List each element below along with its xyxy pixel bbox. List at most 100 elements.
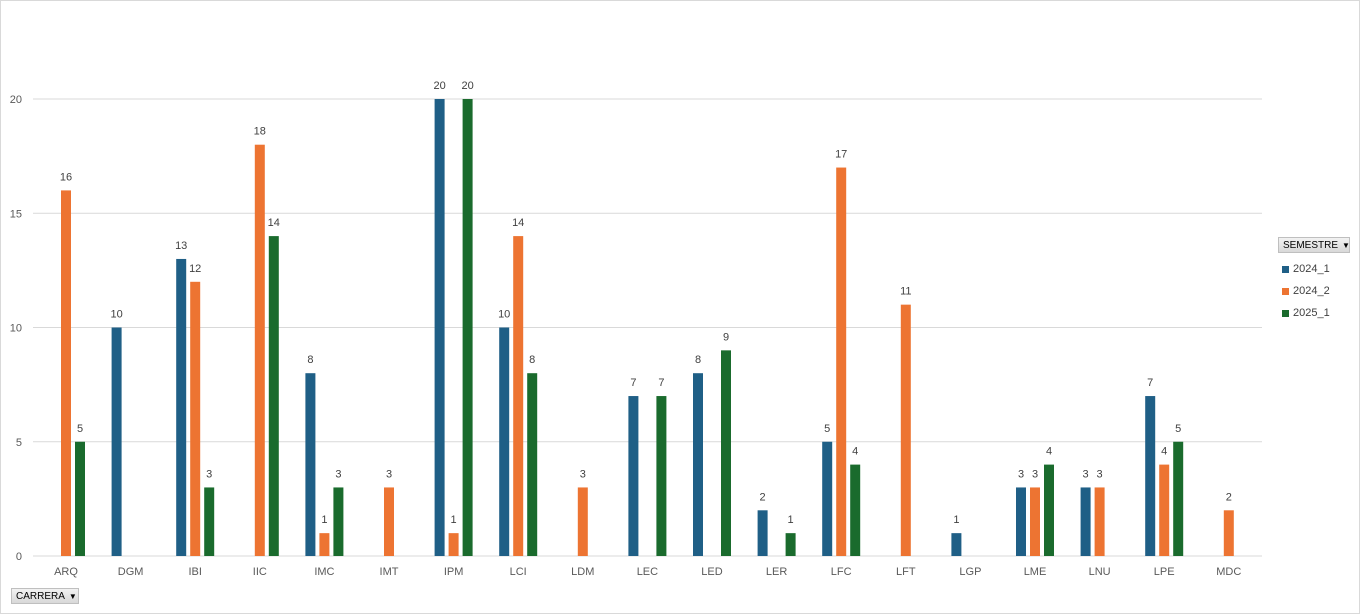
dropdown-arrow-icon: ▼: [1342, 240, 1350, 250]
bar-2025_1-LEC: [656, 396, 667, 556]
y-axis-ticks: 0 5 10 15 20: [10, 94, 22, 563]
y-tick-label: 5: [16, 437, 22, 449]
semestre-field-label: SEMESTRE: [1283, 239, 1339, 251]
x-axis-ticks: ARQ DGM IBI IIC IMC IMT IPM LCI LDM LEC LED LER LFC L…: [54, 566, 1241, 578]
bar-2025_1-IBI: [204, 487, 215, 556]
x-tick-label: IBI: [188, 566, 201, 578]
bar-2024_2-LFC: [836, 167, 847, 557]
x-tick-label: LPE: [1154, 566, 1175, 578]
data-label: 3: [1097, 468, 1103, 480]
data-label: 20: [433, 80, 445, 92]
legend-label: 2024_2: [1293, 285, 1330, 297]
bar-2024_2-IIC: [254, 144, 265, 556]
x-tick-label: IIC: [253, 566, 267, 578]
bar-2024_1-LNU: [1080, 487, 1091, 556]
data-label: 3: [1018, 468, 1024, 480]
x-tick-label: LED: [701, 566, 722, 578]
bar-2024_2-LME: [1030, 487, 1040, 556]
data-label: 8: [529, 354, 535, 366]
data-label: 4: [1161, 446, 1167, 458]
data-label: 7: [658, 377, 664, 389]
data-label: 1: [788, 514, 794, 526]
legend-item: 2024_1: [1282, 258, 1330, 280]
y-tick-label: 10: [10, 323, 22, 335]
x-tick-label: LGP: [959, 566, 981, 578]
bar-2024_2-ARQ: [61, 190, 71, 556]
y-tick-label: 0: [16, 551, 22, 563]
x-tick-label: LCI: [510, 566, 527, 578]
bar-2025_1-IIC: [268, 236, 279, 556]
data-label: 4: [852, 446, 858, 458]
data-label: 3: [580, 468, 586, 480]
bar-2025_1-LCI: [527, 373, 538, 556]
bar-2025_1-LFC: [850, 464, 861, 556]
x-tick-label: LEC: [637, 566, 658, 578]
bar-2024_1-LEC: [628, 396, 639, 556]
bar-2024_2-IMC: [319, 533, 330, 556]
bar-2024_1-LFC: [822, 441, 833, 556]
legend-swatch: [1282, 309, 1289, 317]
x-tick-label: LME: [1024, 566, 1047, 578]
semestre-field-button[interactable]: SEMESTRE ▼: [1278, 237, 1350, 253]
data-label: 8: [695, 354, 701, 366]
data-label: 5: [77, 423, 83, 435]
data-label: 3: [206, 468, 212, 480]
bar-2024_2-IPM: [448, 533, 459, 556]
bar-2025_1-LED: [721, 350, 731, 556]
data-label: 2: [1226, 491, 1232, 503]
x-tick-label: LER: [766, 566, 787, 578]
x-tick-label: ARQ: [54, 566, 78, 578]
x-tick-label: IPM: [444, 566, 464, 578]
bar-2025_1-LME: [1044, 464, 1054, 556]
x-tick-label: DGM: [118, 566, 144, 578]
data-label: 5: [1175, 423, 1181, 435]
x-tick-label: IMC: [314, 566, 334, 578]
data-label: 16: [60, 171, 72, 183]
dropdown-arrow-icon: ▼: [68, 591, 77, 601]
bar-2024_1-LCI: [499, 327, 510, 556]
legend-swatch: [1282, 287, 1289, 295]
gridlines: [33, 98, 1262, 557]
bar-2024_1-IPM: [434, 99, 445, 556]
carrera-field-button[interactable]: CARRERA ▼: [11, 588, 79, 604]
bar-2024_2-LCI: [513, 236, 524, 556]
data-label: 3: [1083, 468, 1089, 480]
bar-2024_2-IMT: [384, 487, 394, 556]
carrera-field-label: CARRERA: [16, 590, 65, 602]
legend: 2024_1 2024_2 2025_1: [1282, 258, 1330, 324]
data-label: 14: [268, 217, 280, 229]
x-tick-label: IMT: [380, 566, 399, 578]
data-label: 1: [451, 514, 457, 526]
data-label: 9: [723, 331, 729, 343]
bar-2024_2-LNU: [1094, 487, 1105, 556]
bar-2024_1-IBI: [176, 258, 187, 556]
bars: [61, 99, 1234, 557]
data-label: 18: [254, 126, 266, 138]
legend-item: 2024_2: [1282, 280, 1330, 302]
data-label: 10: [498, 309, 510, 321]
bar-2024_1-IMC: [305, 373, 316, 556]
bar-2024_2-LDM: [577, 487, 588, 556]
bar-2024_1-LPE: [1145, 396, 1156, 556]
y-tick-label: 20: [10, 94, 22, 106]
data-label: 3: [335, 468, 341, 480]
data-label: 1: [953, 514, 959, 526]
data-label: 5: [824, 423, 830, 435]
bar-2024_2-LPE: [1159, 464, 1170, 556]
legend-item: 2025_1: [1282, 302, 1330, 324]
bar-2024_2-MDC: [1223, 510, 1234, 556]
data-label: 11: [900, 286, 911, 298]
data-label: 1: [321, 514, 327, 526]
x-tick-label: MDC: [1216, 566, 1241, 578]
data-label: 13: [175, 240, 187, 252]
data-label: 2: [760, 491, 766, 503]
x-tick-label: LFT: [896, 566, 916, 578]
bar-2025_1-ARQ: [75, 441, 85, 556]
bar-2024_1-LGP: [951, 533, 962, 556]
bar-2024_1-LED: [693, 373, 703, 556]
data-label: 7: [1147, 377, 1153, 389]
data-label: 4: [1046, 446, 1052, 458]
data-label: 3: [386, 468, 392, 480]
